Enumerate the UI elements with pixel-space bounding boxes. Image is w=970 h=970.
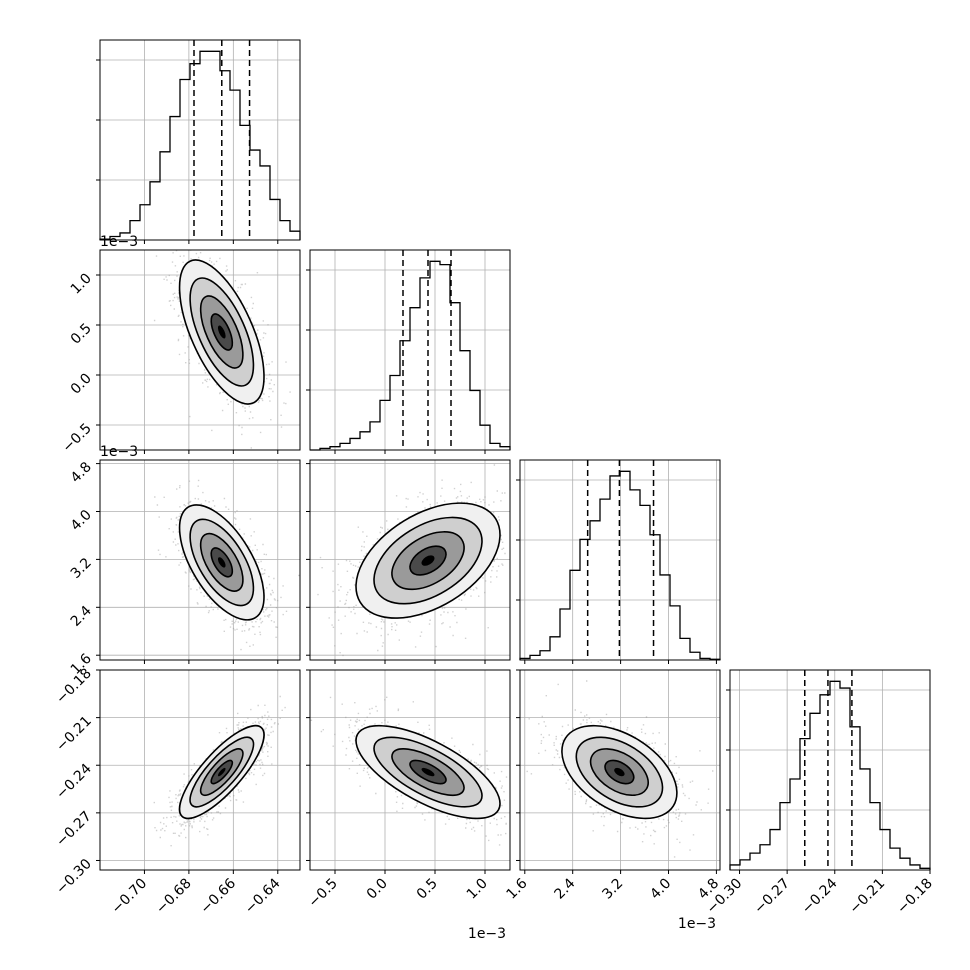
scatter-panel (519, 669, 721, 871)
x-tick-label: −0.24 (799, 875, 841, 917)
density-contour (421, 767, 435, 777)
x-tick-label: −0.5 (305, 876, 340, 911)
x-tick-label: 1.6 (504, 875, 531, 902)
panel-frame (519, 459, 721, 661)
y-tick-label: 1.0 (68, 271, 95, 298)
x-tick-label: −0.21 (847, 876, 889, 918)
y-tick-label: 4.0 (68, 507, 95, 534)
panel-frame (99, 249, 301, 451)
y-tick-label: 2.4 (68, 603, 95, 630)
y-tick-label: 3.2 (68, 555, 95, 582)
scatter-panel (99, 669, 301, 871)
y-tick-label: −0.5 (59, 421, 94, 456)
axis-offset-label: 1e−3 (678, 916, 716, 932)
y-tick-label: −0.21 (53, 713, 95, 755)
x-tick-label: 0.5 (414, 876, 441, 903)
panel-frame (99, 669, 301, 871)
x-tick-label: −0.64 (242, 875, 284, 917)
x-tick-label: −0.18 (894, 876, 936, 918)
panel-frame (729, 669, 931, 871)
panel-content (310, 460, 510, 660)
panel-content (100, 250, 300, 450)
histogram-step (99, 50, 301, 240)
y-tick-label: −0.27 (53, 808, 95, 850)
scatter-panel (99, 459, 301, 661)
axis-offset-label: 1e−3 (468, 926, 506, 942)
y-tick-label: −0.30 (53, 856, 95, 898)
y-tick-label: 4.8 (68, 459, 95, 486)
y-tick-label: −0.24 (53, 761, 95, 803)
scatter-panel (309, 669, 511, 871)
x-tick-label: 2.4 (551, 875, 578, 902)
panel-frame (309, 669, 511, 871)
x-tick-label: −0.68 (153, 876, 195, 918)
x-tick-label: 0.0 (364, 876, 391, 903)
panel-frame (519, 669, 721, 871)
panel-content (520, 670, 720, 870)
histogram-panel (96, 39, 301, 241)
density-contour (421, 555, 435, 566)
x-tick-label: 1.0 (464, 876, 491, 903)
panel-frame (99, 459, 301, 661)
y-tick-label: 0.0 (68, 371, 95, 398)
panel-content (100, 460, 300, 660)
x-tick-label: 4.0 (647, 876, 674, 903)
axis-offset-label: 1e−3 (100, 234, 138, 250)
density-contour (217, 557, 226, 568)
histogram-panel (516, 459, 721, 661)
x-tick-label: 3.2 (599, 876, 626, 903)
x-tick-label: −0.66 (198, 875, 240, 917)
y-tick-label: 0.5 (68, 321, 95, 348)
scatter-panel (309, 459, 511, 661)
axis-offset-label: 1e−3 (100, 444, 138, 460)
histogram-panel (726, 669, 931, 871)
density-contour (217, 767, 226, 777)
x-tick-label: −0.70 (109, 876, 151, 918)
x-tick-label: −0.27 (751, 876, 793, 918)
panel-frame (99, 39, 301, 241)
scatter-panel (99, 249, 301, 451)
panel-content (310, 670, 510, 870)
histogram-step (729, 680, 931, 870)
density-contour (217, 325, 226, 339)
panel-frame (309, 459, 511, 661)
panel-content (100, 670, 300, 870)
histogram-step (310, 260, 511, 451)
density-contour (614, 767, 625, 777)
panel-frame (309, 249, 511, 451)
histogram-panel (306, 249, 511, 451)
